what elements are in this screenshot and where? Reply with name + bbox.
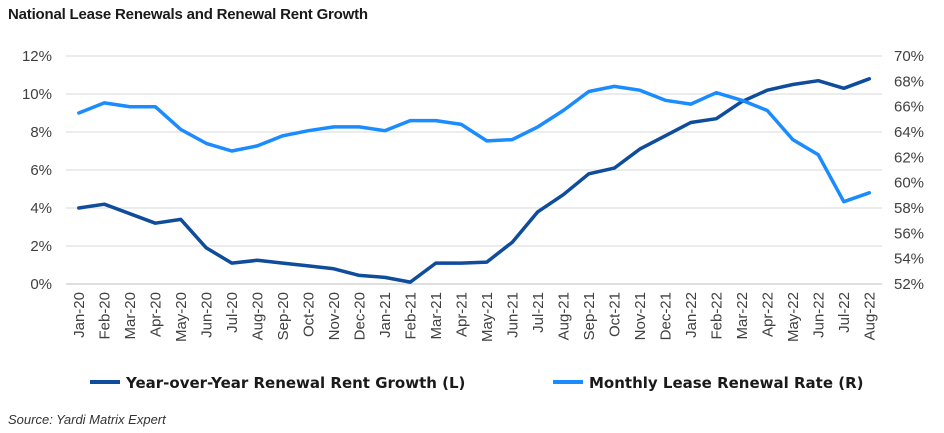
left-axis-tick-label: 2% — [30, 238, 52, 255]
right-axis-tick-label: 68% — [894, 73, 924, 90]
left-axis-tick-label: 10% — [22, 86, 52, 103]
left-axis-tick-label: 4% — [30, 200, 52, 217]
series-line-renewal-rate — [77, 84, 872, 204]
x-axis-tick-label: Jan-22 — [683, 292, 700, 338]
chart-title: National Lease Renewals and Renewal Rent… — [8, 6, 368, 23]
right-axis-tick-label: 56% — [894, 225, 924, 242]
left-axis-ticks: 0% 2% 4% 6% 8% 10% 12% — [22, 48, 52, 293]
x-axis-tick-label: May-21 — [479, 292, 496, 342]
right-axis-tick-label: 54% — [894, 251, 924, 268]
x-axis-tick-label: Sep-20 — [275, 292, 292, 340]
x-axis-tick-label: Oct-20 — [300, 292, 317, 337]
x-axis-tick-label: Feb-22 — [708, 292, 725, 340]
x-axis-ticks: Jan-20 Feb-20 Mar-20 Apr-20 May-20 Jun-20 Jul-… — [71, 292, 879, 342]
legend: Year-over-Year Renewal Rent Growth (L) M… — [90, 374, 864, 392]
x-axis-tick-label: Feb-20 — [96, 292, 113, 340]
x-axis-tick-label: Aug-22 — [861, 292, 878, 340]
right-axis-tick-label: 60% — [894, 175, 924, 192]
x-axis-tick-label: Jun-21 — [504, 292, 521, 338]
x-axis-tick-label: Jun-20 — [198, 292, 215, 338]
x-axis-tick-label: Sep-21 — [581, 292, 598, 340]
left-axis-tick-label: 0% — [30, 276, 52, 293]
left-axis-tick-label: 8% — [30, 124, 52, 141]
right-axis-tick-label: 62% — [894, 149, 924, 166]
right-axis-tick-label: 70% — [894, 48, 924, 65]
x-axis-tick-label: Nov-21 — [632, 292, 649, 340]
x-axis-tick-label: Dec-21 — [657, 292, 674, 340]
x-axis-tick-label: Nov-20 — [326, 292, 343, 340]
x-axis-tick-label: May-22 — [785, 292, 802, 342]
right-axis-tick-label: 58% — [894, 200, 924, 217]
x-axis-tick-label: May-20 — [173, 292, 190, 342]
x-axis-tick-label: Jul-21 — [530, 292, 547, 333]
x-axis-tick-label: Apr-22 — [759, 292, 776, 337]
x-axis-tick-label: Jul-20 — [224, 292, 241, 333]
x-axis-tick-label: Jan-21 — [377, 292, 394, 338]
x-axis-tick-label: Mar-21 — [428, 292, 445, 340]
x-axis-tick-label: Oct-21 — [606, 292, 623, 337]
x-axis-tick-label: Jul-22 — [836, 292, 853, 333]
right-axis-tick-label: 64% — [894, 124, 924, 141]
x-axis-tick-label: Jan-20 — [71, 292, 88, 338]
right-axis-tick-label: 66% — [894, 99, 924, 116]
left-axis-tick-label: 12% — [22, 48, 52, 65]
x-axis-tick-label: Aug-21 — [555, 292, 572, 340]
left-axis-tick-label: 6% — [30, 162, 52, 179]
series-line-rent-growth — [77, 77, 872, 284]
x-axis-tick-label: Feb-21 — [402, 292, 419, 340]
gridlines — [66, 55, 882, 285]
x-axis-tick-label: Jun-22 — [810, 292, 827, 338]
legend-label-renewal-rate: Monthly Lease Renewal Rate (R) — [589, 374, 864, 392]
series-lines — [77, 77, 872, 284]
source-note: Source: Yardi Matrix Expert — [8, 412, 166, 427]
x-axis-tick-label: Mar-20 — [122, 292, 139, 340]
right-axis-ticks: 52% 54% 56% 58% 60% 62% 64% 66% 68% 70% — [894, 48, 924, 293]
x-axis-tick-label: Dec-20 — [351, 292, 368, 340]
legend-label-rent-growth: Year-over-Year Renewal Rent Growth (L) — [125, 374, 465, 392]
right-axis-tick-label: 52% — [894, 276, 924, 293]
x-axis-tick-label: Aug-20 — [249, 292, 266, 340]
x-axis-tick-label: Apr-20 — [147, 292, 164, 337]
x-axis-tick-label: Apr-21 — [453, 292, 470, 337]
x-axis-tick-label: Mar-22 — [734, 292, 751, 340]
